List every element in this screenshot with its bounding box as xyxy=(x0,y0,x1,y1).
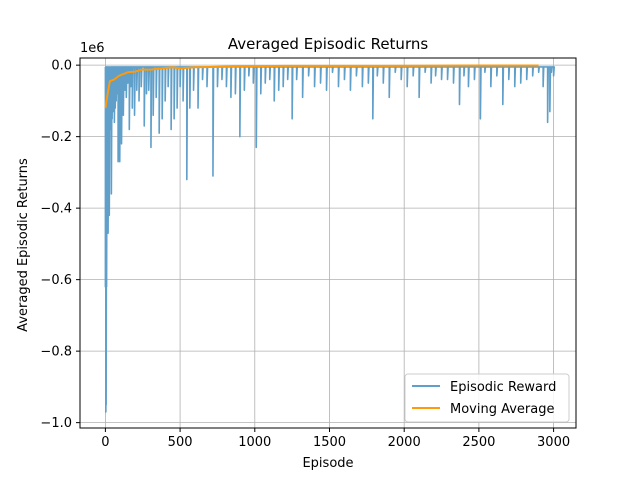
series-episodic-reward-line xyxy=(104,66,555,413)
y-scale-label: 1e6 xyxy=(80,41,105,56)
x-tick-label: 500 xyxy=(168,435,193,450)
y-tick-label: −0.2 xyxy=(40,130,72,145)
y-axis-label: Averaged Episodic Returns xyxy=(16,158,31,332)
x-axis-label: Episode xyxy=(302,456,353,471)
plot-frame xyxy=(79,57,577,429)
x-tick-label: 3000 xyxy=(537,435,570,450)
y-tick-label: 0.0 xyxy=(51,59,72,74)
y-tick-label: −0.8 xyxy=(40,345,72,360)
x-tick-label: 1000 xyxy=(238,435,271,450)
legend-box xyxy=(404,373,570,423)
ticks-layer: 0 500 1000 1500 2000 2500 3000 0.0 −0.2 −0.4 −0.6 −… xyxy=(40,59,570,450)
y-tick-label: −1.0 xyxy=(40,416,72,431)
x-tick-label: 0 xyxy=(101,435,109,450)
series-moving-average-line xyxy=(104,64,539,109)
y-tick-label: −0.4 xyxy=(40,202,72,217)
chart-title: Averaged Episodic Returns xyxy=(228,35,429,53)
legend-label-episodic-reward: Episodic Reward xyxy=(450,380,556,395)
legend-label-moving-average: Moving Average xyxy=(450,402,554,417)
x-tick-label: 2500 xyxy=(462,435,495,450)
x-tick-label: 1500 xyxy=(313,435,346,450)
y-tick-label: −0.6 xyxy=(40,273,72,288)
plot-layer xyxy=(104,64,555,413)
legend: Episodic Reward Moving Average xyxy=(404,373,570,423)
grid-layer xyxy=(80,58,576,428)
x-tick-label: 2000 xyxy=(388,435,421,450)
